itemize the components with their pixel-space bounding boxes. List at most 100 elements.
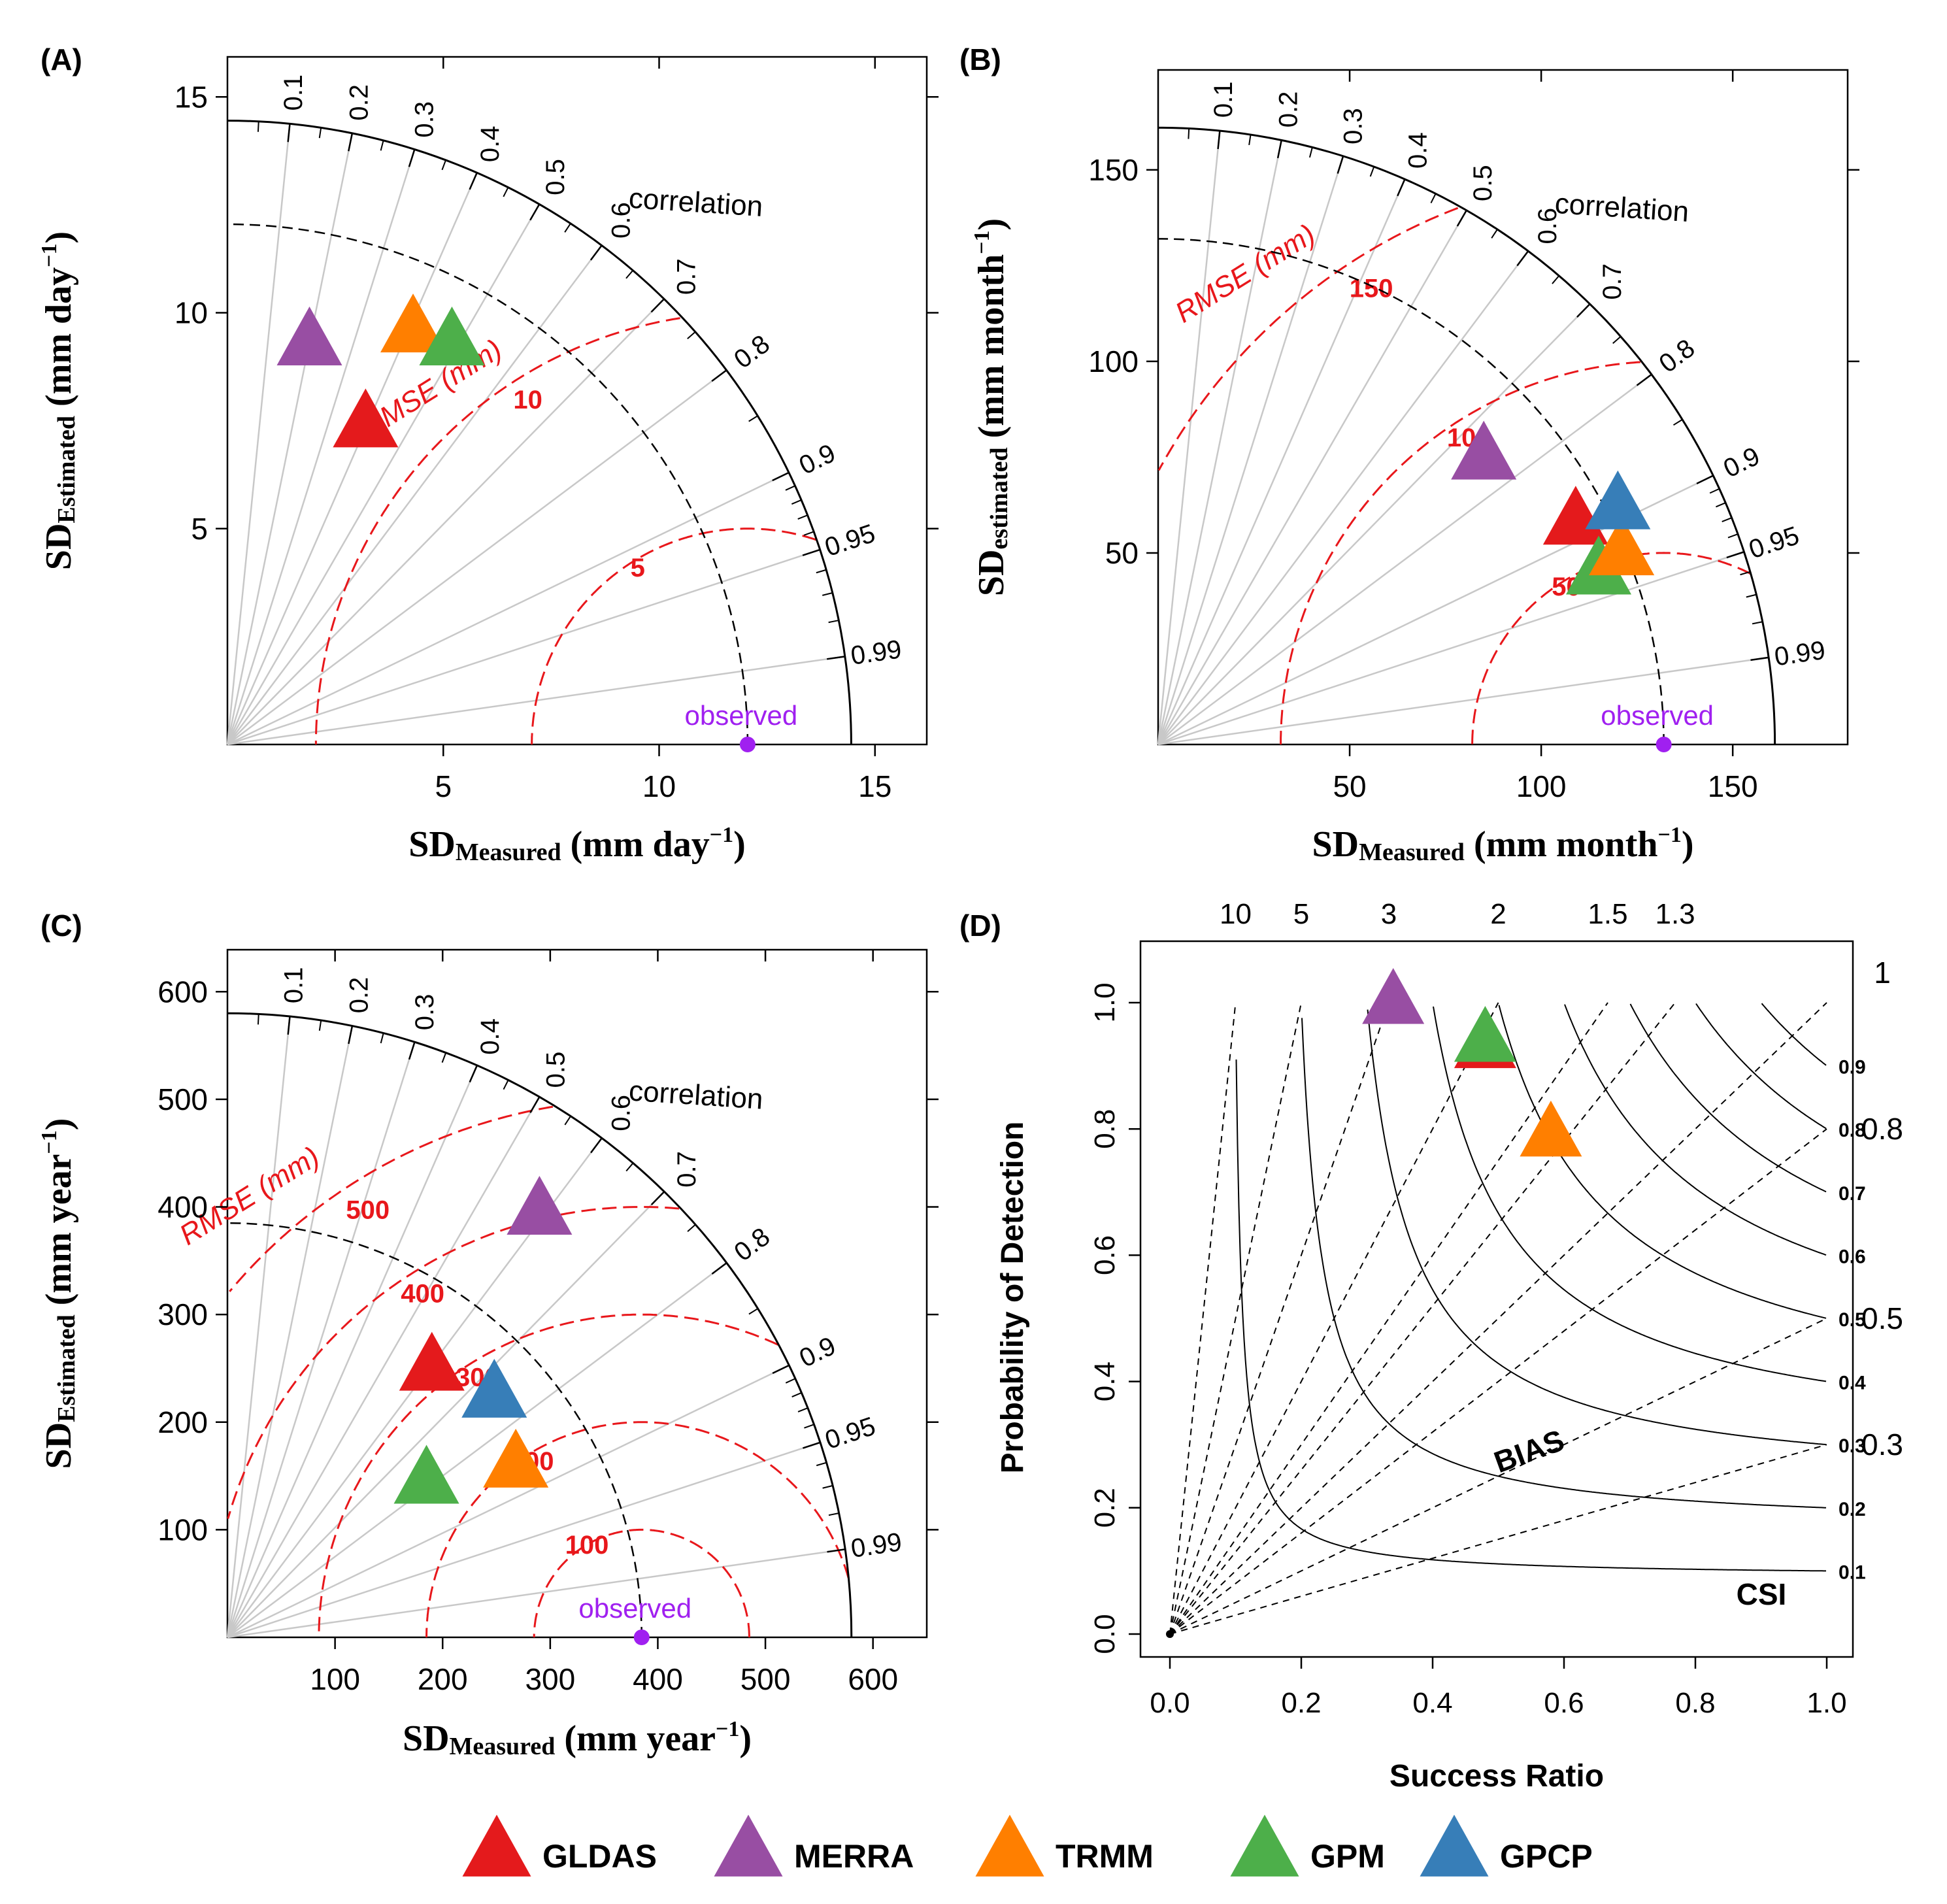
correlation-minor-tick	[441, 1052, 447, 1063]
rmse-contour-label: 500	[346, 1195, 390, 1224]
x-axis-label-close: )	[733, 824, 746, 865]
x-axis-label-sup: −1	[716, 1717, 739, 1741]
y-axis-label-unit: (mm year	[39, 1154, 79, 1315]
rmse-contour-label: 5	[631, 554, 645, 582]
correlation-minor-tick	[1752, 621, 1763, 625]
correlation-minor-tick	[1188, 128, 1190, 139]
correlation-minor-tick	[748, 1308, 759, 1315]
bias-line	[1169, 1128, 1827, 1635]
correlation-minor-tick	[797, 514, 808, 520]
correlation-gridline	[227, 1548, 846, 1639]
panel-label: (D)	[959, 909, 1001, 943]
x-tick-label: 0.2	[1281, 1687, 1321, 1719]
x-tick-label: 15	[858, 769, 891, 803]
bias-right-label: 0.8	[1861, 1112, 1903, 1146]
correlation-minor-tick	[816, 569, 827, 574]
bias-top-label: 3	[1381, 898, 1397, 930]
rmse-contour	[1157, 207, 1459, 471]
correlation-tick-label: 0.4	[476, 1018, 505, 1055]
legend-label-trmm: TRMM	[1056, 1838, 1154, 1875]
y-axis-label-sup: −1	[37, 243, 61, 267]
rmse-contour	[314, 317, 680, 744]
correlation-major-tick	[287, 124, 291, 142]
correlation-minor-tick	[1740, 571, 1751, 576]
correlation-minor-tick	[797, 1407, 808, 1412]
correlation-minor-tick	[1727, 533, 1739, 539]
correlation-minor-tick	[1722, 517, 1732, 522]
x-tick-label: 150	[1708, 769, 1758, 803]
correlation-tick-label: 0.6	[607, 1095, 636, 1131]
x-axis-label-unit: (mm month	[1465, 824, 1658, 865]
y-tick-label: 300	[158, 1297, 208, 1331]
y-tick-label: 400	[158, 1190, 208, 1224]
x-tick-label: 10	[642, 769, 676, 803]
data-point-gldas	[399, 1331, 465, 1391]
correlation-gridline	[226, 1026, 354, 1638]
x-tick-label: 50	[1333, 769, 1366, 803]
legend-label-merra: MERRA	[794, 1838, 914, 1875]
bias-right-label: 0.3	[1861, 1428, 1903, 1461]
y-tick-label: 5	[191, 512, 208, 546]
bias-top-label: 1.5	[1588, 898, 1627, 930]
x-axis-label-close: )	[739, 1718, 752, 1759]
x-tick-label: 100	[310, 1662, 360, 1696]
correlation-minor-tick	[828, 1512, 839, 1516]
x-axis-label-sub: Measured	[456, 839, 561, 866]
csi-contour-label: 0.4	[1839, 1373, 1866, 1394]
y-axis-label-close: )	[39, 1118, 79, 1131]
correlation-gridline	[226, 172, 478, 745]
correlation-minor-tick	[687, 331, 696, 340]
y-tick-label: 0.6	[1089, 1235, 1121, 1275]
correlation-major-tick	[650, 298, 665, 313]
csi-contour-label: 0.3	[1839, 1435, 1866, 1457]
csi-contour	[1761, 1003, 1827, 1066]
correlation-tick-label: 0.1	[279, 75, 308, 111]
correlation-major-tick	[408, 149, 416, 167]
bias-top-label: 5	[1293, 898, 1309, 930]
correlation-gridline	[1157, 656, 1769, 746]
correlation-gridline	[1157, 130, 1221, 745]
y-axis-label-main: SD	[971, 550, 1012, 597]
rmse-contour	[227, 1205, 680, 1519]
y-tick-label: 100	[158, 1512, 208, 1546]
x-axis-label-main: SD	[1312, 824, 1359, 865]
correlation-tick-label: 0.3	[410, 994, 439, 1031]
csi-contour-label: 0.7	[1839, 1183, 1866, 1205]
plot-frame	[1139, 940, 1854, 1658]
correlation-minor-tick	[785, 485, 795, 491]
correlation-major-tick	[1726, 551, 1744, 559]
csi-contour-label: 0.1	[1839, 1562, 1866, 1583]
legend: GLDAS MERRA TRMM GPM GPCP	[462, 1814, 1593, 1877]
x-tick-label: 0.8	[1675, 1687, 1715, 1719]
correlation-minor-tick	[803, 531, 814, 536]
csi-label: CSI	[1737, 1577, 1787, 1611]
data-point-merra	[507, 1175, 573, 1235]
data-point-trmm	[1589, 516, 1655, 576]
legend-marker-gpm	[1230, 1814, 1299, 1877]
correlation-major-tick	[711, 1262, 727, 1275]
x-tick-label: 400	[633, 1662, 683, 1696]
data-point-gpm	[1454, 1005, 1516, 1062]
bias-line	[1169, 1444, 1827, 1635]
bias-line	[1169, 1002, 1676, 1635]
correlation-major-tick	[802, 548, 821, 556]
correlation-minor-tick	[1709, 488, 1720, 494]
correlation-tick-label: 0.5	[541, 1052, 570, 1088]
correlation-tick-label: 0.5	[541, 159, 570, 195]
correlation-major-tick	[590, 244, 603, 261]
y-axis-label-sub: Estimated	[53, 1314, 80, 1422]
correlation-minor-tick	[791, 1392, 802, 1397]
legend-label-gpcp: GPCP	[1500, 1838, 1593, 1875]
correlation-minor-tick	[318, 127, 322, 139]
correlation-tick-label: 0.2	[1274, 92, 1303, 128]
bias-line	[1169, 1318, 1827, 1635]
correlation-major-tick	[1456, 210, 1467, 227]
correlation-minor-tick	[564, 1116, 571, 1126]
correlation-minor-tick	[1369, 166, 1375, 177]
correlation-minor-tick	[687, 1224, 696, 1232]
correlation-gridline	[227, 1262, 727, 1638]
correlation-minor-tick	[441, 159, 446, 171]
correlation-major-tick	[1576, 303, 1591, 318]
bias-top-label: 2	[1490, 898, 1506, 930]
x-tick-label: 300	[525, 1662, 575, 1696]
